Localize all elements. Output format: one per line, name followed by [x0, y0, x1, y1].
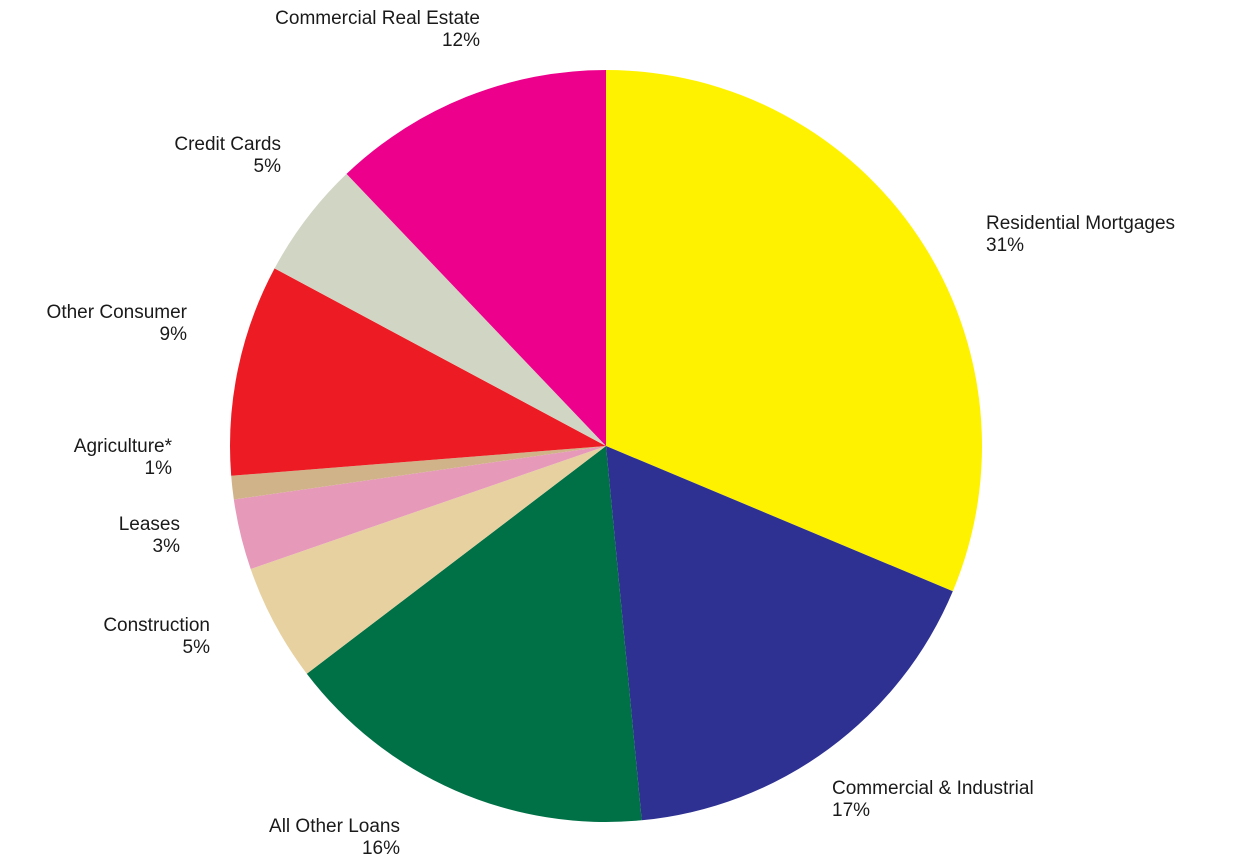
pie-slice-residential-mortgages	[606, 70, 983, 592]
slice-category-name: All Other Loans	[269, 816, 400, 837]
slice-percent: 16%	[362, 838, 400, 859]
slice-percent: 31%	[986, 235, 1024, 256]
slice-label-leases: Leases 3%	[119, 514, 180, 557]
slice-category-name: Construction	[103, 615, 210, 636]
slice-label-commercial-industrial: Commercial & Industrial 17%	[832, 778, 1034, 821]
pie-slice-all-other-loans	[306, 446, 642, 823]
slice-category-name: Commercial & Industrial	[832, 778, 1034, 799]
pie-slice-agriculture	[231, 446, 606, 500]
slice-label-other-consumer: Other Consumer 9%	[47, 302, 188, 345]
pie-slice-credit-cards	[274, 173, 606, 446]
slice-label-all-other-loans: All Other Loans 16%	[269, 816, 400, 859]
pie-slice-leases	[233, 446, 606, 569]
slice-category-name: Commercial Real Estate	[275, 8, 480, 29]
pie-slice-other-consumer	[229, 268, 607, 476]
slice-label-agriculture: Agriculture* 1%	[74, 436, 173, 479]
slice-percent: 3%	[153, 536, 181, 557]
pie-slices	[229, 70, 983, 823]
slice-category-name: Leases	[119, 514, 180, 535]
slice-category-name: Credit Cards	[174, 134, 281, 155]
pie-slice-commercial-industrial	[606, 446, 953, 821]
slice-percent: 17%	[832, 800, 870, 821]
slice-percent: 5%	[183, 637, 211, 658]
slice-percent: 12%	[442, 30, 480, 51]
slice-label-construction: Construction 5%	[103, 615, 210, 658]
slice-percent: 9%	[160, 324, 188, 345]
slice-category-name: Other Consumer	[47, 302, 188, 323]
slice-label-residential-mortgages: Residential Mortgages 31%	[986, 213, 1175, 256]
slice-label-credit-cards: Credit Cards 5%	[174, 134, 281, 177]
slice-category-name: Residential Mortgages	[986, 213, 1175, 234]
pie-slice-commercial-real-estate	[346, 70, 606, 446]
pie-labels: Residential Mortgages 31% Commercial & Ind…	[47, 8, 1176, 859]
slice-category-name: Agriculture*	[74, 436, 173, 457]
slice-percent: 5%	[254, 156, 282, 177]
slice-label-commercial-real-estate: Commercial Real Estate 12%	[275, 8, 480, 51]
slice-percent: 1%	[145, 458, 173, 479]
pie-slice-construction	[250, 446, 606, 674]
